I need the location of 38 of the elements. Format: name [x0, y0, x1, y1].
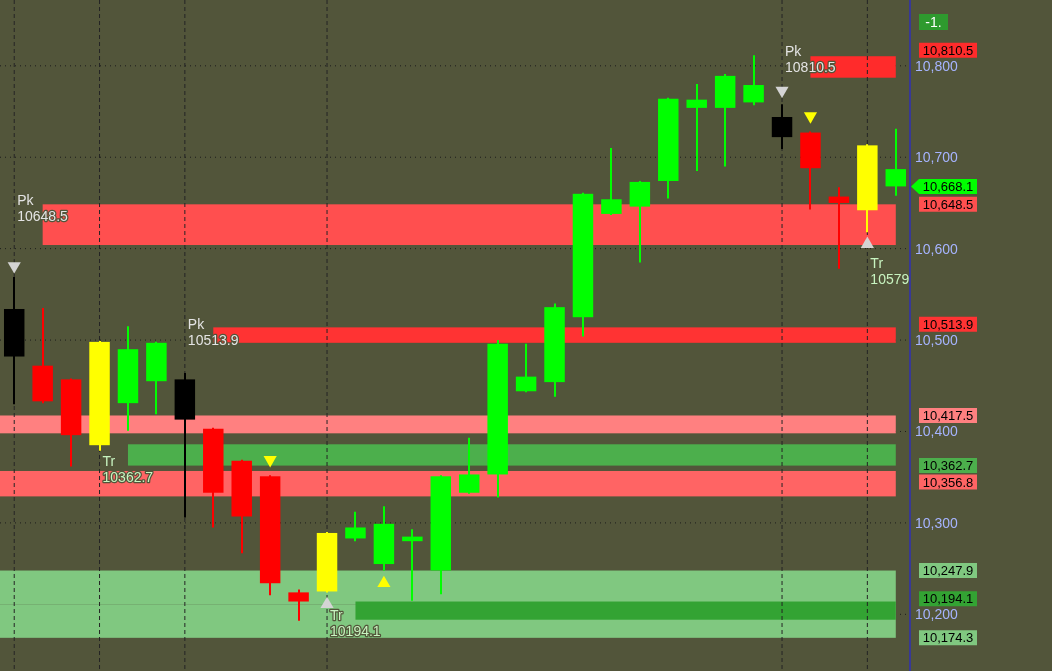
- point: [7, 262, 21, 274]
- band-label: 10,513.9: [922, 316, 974, 332]
- y-tick-label: 10,500: [915, 331, 959, 348]
- candlestick: [885, 128, 907, 196]
- y-tick-label: 10,700: [915, 149, 959, 166]
- point: [803, 112, 818, 124]
- band-label: 10,194.1: [922, 591, 974, 607]
- y-tick-label: 10,200: [915, 606, 959, 623]
- point: [320, 596, 334, 609]
- annotation: Pk 10513.9: [187, 316, 239, 348]
- annotation: Pk 10810.5: [785, 43, 836, 75]
- band-label: 10,356.8: [922, 474, 974, 490]
- band-label: 10,648.5: [922, 196, 974, 212]
- candlestick: [345, 511, 366, 542]
- candlestick: [601, 148, 622, 215]
- point: [775, 86, 789, 99]
- candlestick: [515, 343, 537, 393]
- candlestick: [743, 55, 764, 106]
- y-tick-label: 10,300: [915, 514, 959, 531]
- text: 10,668.1: [922, 178, 974, 194]
- candlestick: [458, 437, 480, 494]
- annotation: Tr 10579: [870, 255, 910, 287]
- y-tick-label: 10,800: [915, 57, 959, 74]
- band-label: 10,810.5: [922, 42, 974, 58]
- candlestick: [686, 84, 707, 172]
- candlestick: [288, 589, 309, 621]
- y-tick-label: 10,400: [915, 423, 959, 440]
- y-tick-label: 10,600: [915, 240, 959, 257]
- annotation: Tr 10194.1: [330, 607, 381, 639]
- candlestick: [828, 187, 850, 269]
- text: -1.: [925, 13, 942, 30]
- candlestick: [771, 104, 793, 150]
- band-label: 10,174.3: [922, 630, 974, 646]
- point: [377, 575, 391, 588]
- band-label: 10,247.9: [922, 563, 974, 579]
- band-label: 10,362.7: [922, 458, 974, 474]
- band-label: 10,417.5: [922, 408, 974, 424]
- annotation: Tr 10362.7: [102, 453, 154, 485]
